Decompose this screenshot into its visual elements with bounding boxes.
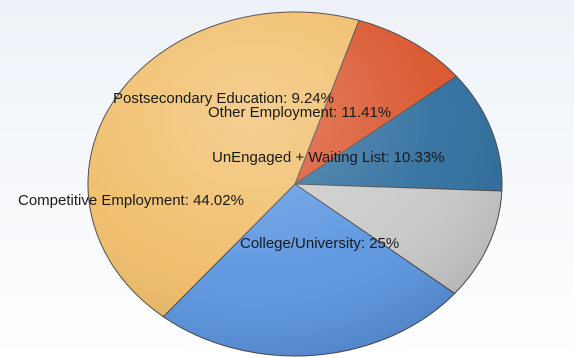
pie-label: UnEngaged + Waiting List: 10.33% <box>212 149 445 166</box>
pie-slices <box>87 11 503 357</box>
pie-label: Other Employment: 11.41% <box>208 104 391 121</box>
pie-label: Postsecondary Education: 9.24% <box>113 90 334 107</box>
pie-label: College/University: 25% <box>240 235 399 252</box>
pie-label: Competitive Employment: 44.02% <box>18 192 244 209</box>
pie-labels: Postsecondary Education: 9.24%Other Empl… <box>18 90 445 252</box>
